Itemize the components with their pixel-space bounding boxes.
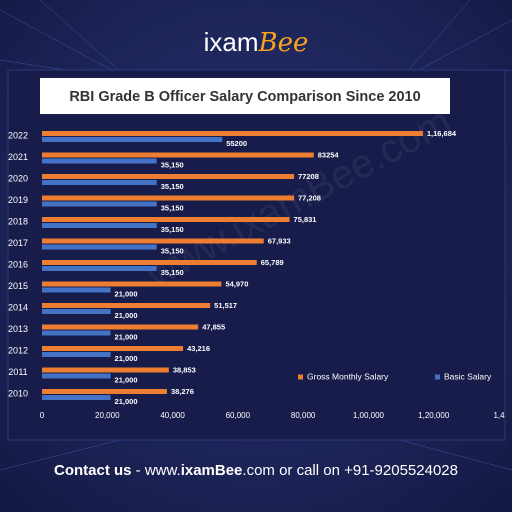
value-label: 77208: [298, 172, 319, 181]
value-label: 65,789: [261, 258, 284, 267]
x-tick-label: 1,4: [493, 411, 505, 420]
chart-title: RBI Grade B Officer Salary Comparison Si…: [69, 89, 420, 105]
bar: [42, 180, 157, 185]
bar: [42, 201, 157, 207]
logo-part: Bee: [258, 28, 309, 58]
value-label: 21,000: [115, 311, 138, 320]
x-tick-label: 80,000: [291, 411, 316, 420]
legend-swatch: [298, 374, 303, 380]
legend-label: Gross Monthly Salary: [307, 371, 389, 381]
value-label: 67,933: [268, 236, 291, 245]
value-label: 35,150: [161, 246, 184, 255]
footer-part: Contact us: [54, 462, 132, 479]
bar: [42, 238, 264, 244]
y-tick-label: 2020: [8, 173, 28, 183]
bar: [42, 309, 111, 314]
value-label: 21,000: [115, 332, 138, 341]
title-box: [40, 78, 450, 114]
y-tick-label: 2022: [8, 130, 28, 140]
y-tick-label: 2010: [8, 388, 28, 398]
footer-part: .com or call on +91-9205524028: [242, 462, 458, 479]
value-label: 75,831: [294, 215, 317, 224]
footer-part: ixamBee: [181, 462, 243, 479]
bar: [42, 174, 295, 179]
x-tick-label: 0: [40, 411, 45, 420]
bar: [42, 395, 111, 400]
logo: ixamBee: [204, 27, 309, 58]
bar: [42, 330, 111, 336]
value-label: 35,150: [161, 182, 184, 191]
bar: [42, 137, 223, 142]
footer: Contact us - www.ixamBee.com or call on …: [54, 462, 458, 479]
bar: [42, 217, 290, 222]
bar: [42, 195, 295, 201]
y-tick-label: 2013: [8, 324, 28, 334]
value-label: 77,208: [298, 193, 321, 202]
y-tick-label: 2015: [8, 281, 28, 291]
bar: [42, 287, 111, 293]
bar: [42, 223, 157, 228]
bar: [42, 346, 184, 351]
bar: [42, 367, 169, 373]
logo-part: ixam: [204, 27, 259, 57]
value-label: 38,853: [173, 365, 196, 374]
y-tick-label: 2017: [8, 238, 28, 248]
legend-swatch: [435, 374, 440, 380]
bar: [42, 373, 111, 379]
bar: [42, 158, 157, 164]
bar: [42, 281, 222, 287]
value-label: 43,216: [187, 344, 210, 353]
value-label: 21,000: [115, 289, 138, 298]
bar: [42, 131, 423, 136]
value-label: 51,517: [214, 301, 237, 310]
value-label: 35,150: [161, 225, 184, 234]
value-label: 21,000: [115, 375, 138, 384]
value-label: 35,150: [161, 160, 184, 169]
bar: [42, 303, 211, 308]
y-tick-label: 2018: [8, 216, 28, 226]
bar: [42, 324, 199, 330]
bar: [42, 352, 111, 357]
x-tick-label: 40,000: [160, 411, 185, 420]
y-tick-label: 2021: [8, 152, 28, 162]
value-label: 47,855: [202, 322, 225, 331]
x-tick-label: 1,00,000: [353, 411, 385, 420]
y-tick-label: 2019: [8, 195, 28, 205]
y-tick-label: 2016: [8, 259, 28, 269]
footer-part: - www.: [132, 462, 181, 479]
value-label: 55200: [226, 139, 247, 148]
value-label: 35,150: [161, 268, 184, 277]
bar: [42, 266, 157, 271]
legend-label: Basic Salary: [444, 371, 492, 381]
y-tick-label: 2012: [8, 345, 28, 355]
bar: [42, 152, 314, 158]
value-label: 1,16,684: [427, 129, 457, 138]
value-label: 54,970: [225, 279, 248, 288]
value-label: 35,150: [161, 203, 184, 212]
value-label: 38,276: [171, 387, 194, 396]
bar: [42, 389, 167, 394]
x-tick-label: 1,20,000: [418, 411, 450, 420]
value-label: 83254: [318, 150, 340, 159]
y-tick-label: 2014: [8, 302, 28, 312]
value-label: 21,000: [115, 354, 138, 363]
y-tick-label: 2011: [8, 367, 27, 377]
value-label: 21,000: [115, 397, 138, 406]
x-tick-label: 20,000: [95, 411, 120, 420]
bar: [42, 260, 257, 265]
bar: [42, 244, 157, 250]
x-tick-label: 60,000: [226, 411, 251, 420]
